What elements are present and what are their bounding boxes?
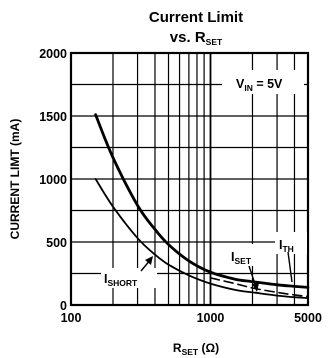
y-tick-label: 2000 bbox=[39, 47, 67, 61]
ishort-label-main: I bbox=[104, 272, 107, 286]
series-line-set bbox=[209, 277, 309, 298]
y-axis-label: CURRENT LIMT (mA) bbox=[8, 119, 22, 240]
chart-title-line2: vs. RSET bbox=[170, 29, 223, 47]
chart-title-line1: Current Limit bbox=[149, 9, 243, 26]
vin-annotation: VIN = 5V bbox=[236, 77, 283, 93]
x-tick-label: 5000 bbox=[294, 311, 322, 325]
iset-label-sub: SET bbox=[234, 256, 251, 266]
x-axis-label-sub: SET bbox=[182, 347, 199, 357]
vin-label-bg bbox=[222, 70, 304, 94]
iset-label-main: I bbox=[231, 250, 234, 264]
ishort-label-bg bbox=[101, 268, 157, 288]
plot-frame bbox=[69, 51, 310, 307]
vin-annotation-rest: = 5V bbox=[253, 77, 283, 91]
ith-label-bg bbox=[275, 232, 307, 254]
ith-leader-line bbox=[287, 251, 293, 283]
y-tick-label: 0 bbox=[60, 299, 67, 313]
iset-arrowhead bbox=[252, 283, 259, 292]
ishort-label: ISHORT bbox=[104, 272, 138, 288]
vin-annotation-sub: IN bbox=[244, 83, 253, 93]
iset-label: ISET bbox=[231, 250, 252, 266]
x-axis-label: RSET (Ω) bbox=[173, 341, 219, 357]
y-tick-label: 1000 bbox=[39, 173, 67, 187]
y-tick-label: 1500 bbox=[39, 110, 67, 124]
y-tick-label: 500 bbox=[46, 236, 67, 250]
series-lines bbox=[94, 113, 310, 299]
chart-title-line2-main: vs. R bbox=[170, 29, 206, 46]
vin-annotation-main: V bbox=[236, 77, 245, 91]
ishort-label-sub: SHORT bbox=[107, 278, 138, 288]
grid-lines bbox=[71, 53, 308, 305]
ishort-arrowhead bbox=[145, 256, 153, 265]
x-tick-label: 1000 bbox=[197, 311, 225, 325]
ith-label: ITH bbox=[279, 238, 294, 254]
x-tick-label: 100 bbox=[61, 311, 82, 325]
iset-label-bg bbox=[229, 244, 262, 266]
series-line-th bbox=[94, 113, 310, 289]
ith-label-sub: TH bbox=[282, 244, 293, 254]
chart-title-line2-sub: SET bbox=[206, 37, 223, 47]
x-axis-label-unit: (Ω) bbox=[198, 341, 219, 355]
x-axis-label-main: R bbox=[173, 341, 182, 355]
ith-label-main: I bbox=[279, 238, 282, 252]
series-line-short bbox=[94, 178, 309, 299]
tick-labels: 0 500 1000 1500 2000 100 1000 5000 bbox=[39, 47, 322, 325]
